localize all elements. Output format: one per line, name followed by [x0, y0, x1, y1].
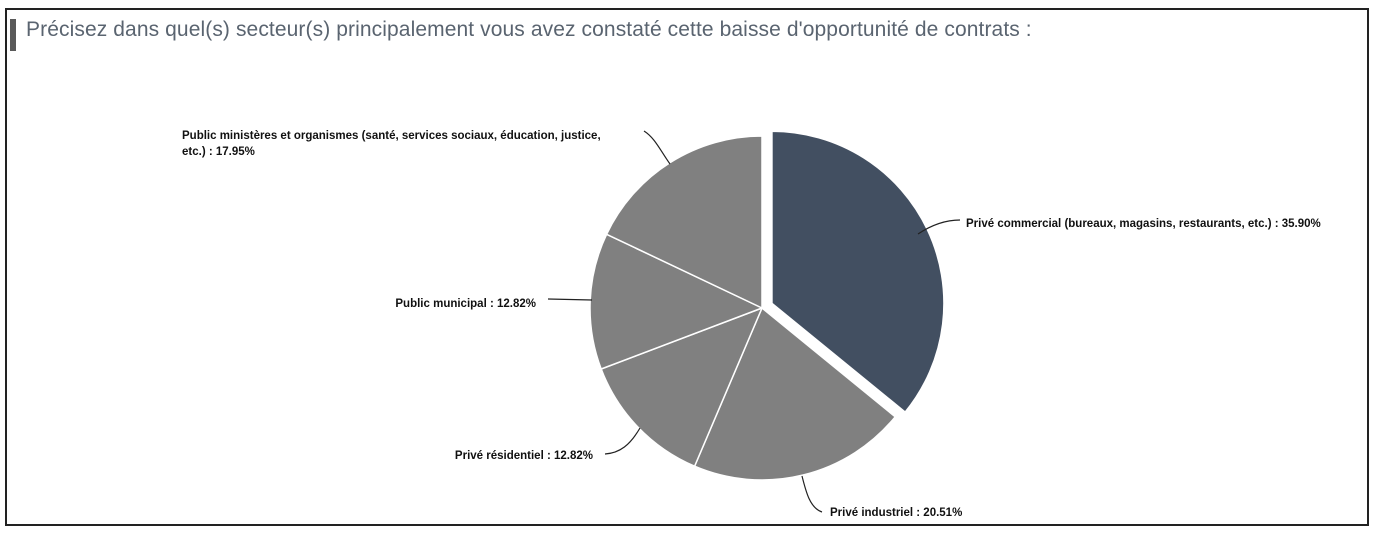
leader-prive-industriel [801, 475, 823, 513]
title-accent-bar [10, 19, 16, 51]
leader-prive-residentiel [604, 427, 641, 455]
slice-label-prive-industriel: Privé industriel : 20.51% [830, 507, 962, 519]
leader-public-ministeres [643, 130, 671, 165]
slice-prive-industriel [693, 306, 897, 481]
slice-label-prive-residentiel: Privé résidentiel : 12.82% [455, 450, 593, 462]
slice-public-ministeres [605, 135, 763, 310]
leader-public-municipal [547, 298, 593, 301]
leader-prive-commercial [917, 219, 961, 235]
slice-label-public-ministeres-line1: Public ministères et organismes (santé, … [182, 130, 601, 142]
chart-question-title: Précisez dans quel(s) secteur(s) princip… [26, 18, 1032, 41]
slice-label-public-municipal: Public municipal : 12.82% [395, 298, 536, 310]
slice-label-public-ministeres-line2: etc.) : 17.95% [182, 146, 255, 158]
slice-public-municipal [589, 233, 764, 370]
slice-prive-commercial [771, 130, 945, 414]
slice-label-prive-commercial: Privé commercial (bureaux, magasins, res… [966, 218, 1321, 230]
slice-prive-residentiel [600, 306, 764, 468]
